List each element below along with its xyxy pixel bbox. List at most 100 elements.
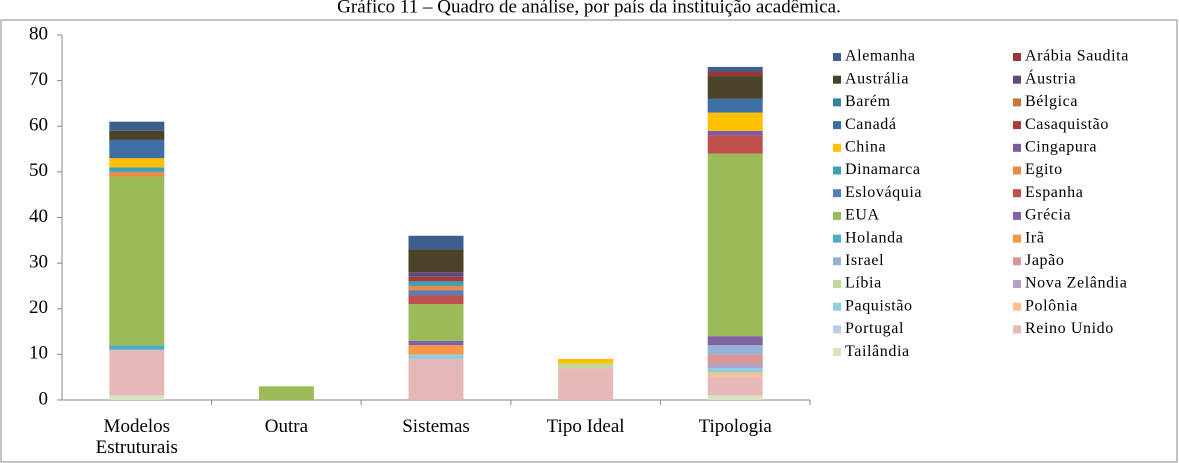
legend-label: Arábia Saudita [1025,48,1129,65]
legend-swatch [1013,166,1021,175]
legend-label: Austrália [845,70,909,87]
legend-label: Dinamarca [845,161,921,178]
y-tick-label: 30 [29,251,48,272]
legend-label: Reino Unido [1025,320,1114,337]
bar-segment [408,290,464,296]
legend-swatch [833,143,841,152]
bar-segment [408,354,464,359]
legend-label: Israel [845,252,884,269]
bar-segment [109,139,165,159]
legend-swatch [1013,325,1021,334]
legend-swatch [1013,75,1021,84]
legend-label: Tailândia [845,343,910,360]
y-tick-label: 70 [29,69,48,90]
bar-segment [707,135,763,154]
bar-segment [707,368,763,373]
legend-label: Holanda [845,229,903,246]
legend-label: Líbia [845,275,882,292]
bar-segment [707,130,763,136]
bar-segment [707,377,763,396]
legend-label: Alemanha [845,48,916,65]
bar-segment [109,167,165,172]
bar-segment [707,153,763,337]
legend-label: China [845,138,886,155]
bar-segment [109,158,165,168]
y-tick-label: 20 [29,297,48,318]
legend-swatch [833,166,841,175]
legend-swatch [1013,211,1021,220]
legend-label: Canadá [845,116,897,133]
legend-label: Casaquistão [1025,116,1109,133]
y-tick-label: 60 [29,115,48,136]
legend-label: Grécia [1025,207,1071,224]
bar-segment [707,336,763,346]
legend-swatch [833,75,841,84]
legend-swatch [1013,302,1021,311]
legend-label: Cingapura [1025,138,1097,155]
legend-swatch [1013,257,1021,266]
bar-segment [707,395,763,400]
legend-swatch [833,211,841,220]
legend-label: Irã [1025,229,1045,246]
bar-segment [408,235,464,250]
legend-label: Bélgica [1025,93,1078,110]
bar-segment [707,71,763,77]
legend-label: Espanha [1025,184,1083,201]
legend-swatch [833,302,841,311]
bar-segment [109,349,165,396]
bar-segment [707,66,763,72]
legend-swatch [833,348,841,357]
legend-swatch [833,325,841,334]
bar-segment [109,130,165,140]
legend-swatch [833,98,841,107]
bar-segment [707,98,763,113]
legend-label: Nova Zelândia [1025,275,1127,292]
legend-swatch [833,257,841,266]
bar-segment [707,76,763,99]
legend-label: Japão [1025,252,1064,269]
y-tick-label: 50 [29,160,48,181]
legend-swatch [833,121,841,130]
legend-swatch [1013,53,1021,61]
bar-segment [707,372,763,378]
bar-segment [408,295,464,305]
bar-segment [408,285,464,291]
bar-segment [707,112,763,131]
x-tick-label: Tipologia [698,416,772,437]
chart-title: Gráfico 11 – Quadro de análise, por país… [337,0,841,17]
chart-border [0,19,1178,463]
bar-segment [408,358,464,400]
legend-label: Polônia [1025,297,1078,314]
legend-swatch [833,53,841,61]
legend-label: Egito [1025,161,1063,178]
legend-label: Barém [845,93,891,110]
legend-label: EUA [845,207,880,224]
legend-swatch [1013,121,1021,130]
legend-swatch [833,280,841,288]
legend-label: Eslováquia [845,184,922,201]
bar-segment [408,281,464,286]
bar-segment [408,276,464,282]
bar-segment [707,363,763,369]
legend-swatch [833,234,841,243]
x-tick-label: Tipo Ideal [546,416,625,437]
y-tick-label: 0 [39,388,49,409]
legend-swatch [1013,143,1021,152]
bar-segment [408,304,464,341]
x-tick-label: Outra [264,416,309,437]
bar-segment [558,368,614,400]
bar-segment [408,272,464,277]
legend-label: Áustria [1025,68,1076,87]
legend-swatch [1013,280,1021,288]
bar-segment [109,171,165,177]
bar-segment [408,249,464,273]
y-tick-label: 80 [29,23,48,44]
legend-swatch [1013,234,1021,243]
bar-segment [109,121,165,131]
bar-segment [558,363,614,369]
legend-swatch [1013,189,1021,198]
bar-segment [258,386,314,400]
legend-swatch [833,189,841,198]
